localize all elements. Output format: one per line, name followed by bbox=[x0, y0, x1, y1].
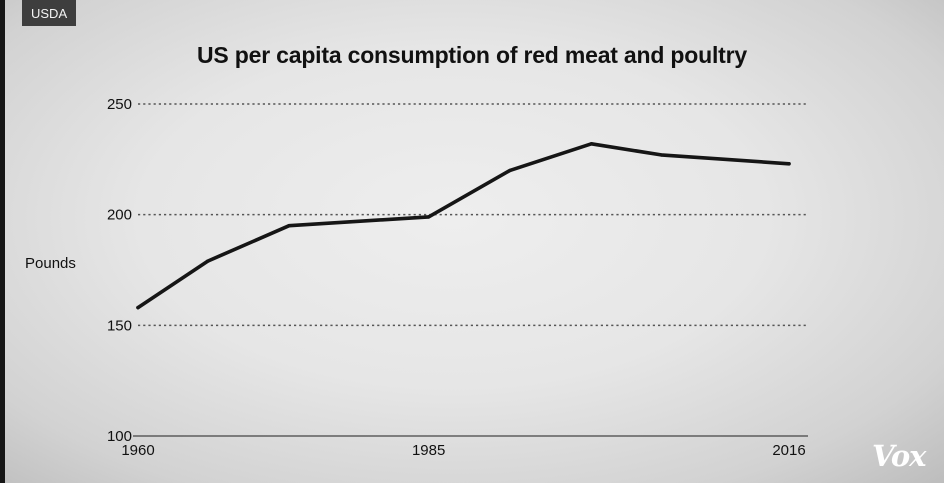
data-point-1985 bbox=[426, 215, 431, 219]
data-point-2005 bbox=[659, 153, 663, 157]
data-point-2016 bbox=[787, 162, 791, 166]
left-border bbox=[0, 0, 5, 483]
source-badge: USDA bbox=[22, 0, 77, 26]
y-axis-label: Pounds bbox=[25, 255, 76, 272]
data-point-1960 bbox=[136, 305, 140, 310]
x-tick-label-1960: 1960 bbox=[121, 442, 154, 459]
vox-logo: Vox bbox=[872, 439, 926, 473]
data-point-1999 bbox=[589, 142, 594, 146]
y-tick-label-200: 200 bbox=[107, 207, 132, 224]
y-tick-label-250: 250 bbox=[107, 96, 132, 113]
x-tick-label-1985: 1985 bbox=[412, 442, 445, 459]
x-tick-label-2016: 2016 bbox=[772, 442, 805, 459]
data-point-1992 bbox=[508, 168, 512, 173]
data-point-1973 bbox=[287, 224, 291, 228]
series-line-0 bbox=[136, 142, 791, 310]
y-tick-label-150: 150 bbox=[107, 317, 132, 334]
data-point-1966 bbox=[206, 259, 210, 263]
chart-title: US per capita consumption of red meat an… bbox=[197, 42, 747, 68]
y-tick-label-100: 100 bbox=[107, 428, 132, 445]
